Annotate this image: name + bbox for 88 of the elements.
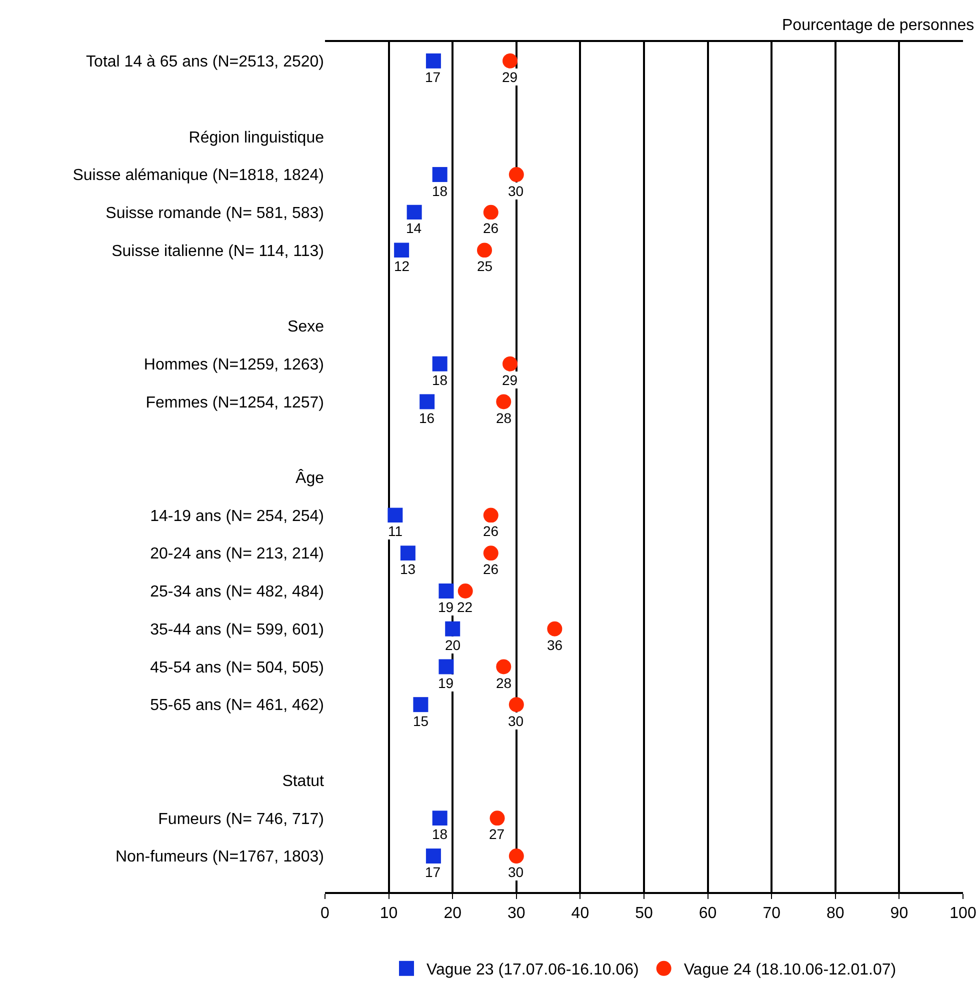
point: [490, 810, 505, 826]
point: [483, 546, 498, 561]
point: [445, 621, 460, 636]
data-label: 30: [508, 864, 524, 880]
data-label: 22: [457, 599, 473, 615]
point: [406, 204, 422, 220]
y-tick-label: Âge: [296, 469, 324, 488]
point: [432, 810, 448, 826]
data-label: 16: [419, 410, 435, 426]
data-label: 29: [502, 69, 518, 85]
y-tick-label: Hommes (N=1259, 1263): [144, 356, 324, 374]
point: [508, 848, 524, 864]
y-tick-label: Suisse italienne (N= 114, 113): [112, 242, 324, 260]
y-tick-label: Fumeurs (N= 746, 717): [158, 810, 324, 828]
point: [426, 848, 441, 864]
data-label: 20: [445, 637, 461, 653]
data-label: 11: [388, 523, 403, 539]
data-label: 28: [496, 675, 512, 691]
point: [502, 53, 518, 68]
data-label: 19: [438, 599, 454, 615]
point: [477, 242, 492, 258]
point: [458, 584, 473, 598]
data-label: 18: [432, 372, 448, 388]
point: [496, 659, 512, 674]
data-label: 28: [496, 410, 512, 426]
data-label: 15: [413, 713, 429, 729]
y-tick-label: Femmes (N=1254, 1257): [146, 394, 324, 412]
y-tick-label: 35-44 ans (N= 599, 601): [150, 621, 324, 638]
point: [508, 167, 524, 182]
y-tick-label: 14-19 ans (N= 254, 254): [150, 508, 324, 525]
x-tick-label: 90: [890, 904, 908, 922]
point: [496, 394, 512, 410]
point: [483, 204, 498, 220]
point: [438, 659, 454, 674]
y-tick-label: Suisse alémanique (N=1818, 1824): [72, 167, 324, 184]
x-tick-label: 30: [508, 904, 526, 922]
data-label: 12: [394, 258, 410, 274]
point: [420, 394, 435, 410]
legend-label: Vague 23 (17.07.06-16.10.06): [426, 962, 639, 979]
point: [426, 53, 441, 68]
y-tick-label: 45-54 ans (N= 504, 505): [150, 659, 324, 676]
x-tick-label: 0: [320, 904, 330, 922]
x-tick-label: 40: [571, 904, 590, 922]
data-label: 29: [502, 372, 518, 388]
point: [432, 356, 448, 372]
point: [413, 697, 428, 712]
y-tick-label: 20-24 ans (N= 213, 214): [150, 546, 324, 563]
data-label: 26: [483, 561, 499, 577]
x-axis-title: Pourcentage de personnes: [782, 17, 974, 34]
data-label: 26: [483, 523, 499, 539]
data-label: 14: [406, 220, 422, 236]
point: [438, 584, 454, 598]
point: [483, 508, 498, 523]
data-label: 25: [477, 258, 493, 274]
x-tick-label: 70: [762, 904, 781, 922]
data-label: 26: [483, 220, 499, 236]
y-tick-label: Sexe: [288, 318, 324, 336]
data-label: 19: [438, 675, 454, 691]
x-tick-label: 10: [380, 904, 398, 922]
point: [502, 356, 518, 372]
data-label: 17: [425, 864, 441, 880]
x-tick-label: 100: [950, 904, 976, 922]
point: [508, 697, 524, 712]
x-tick-label: 20: [444, 904, 462, 922]
data-label: 17: [425, 69, 441, 85]
y-tick-label: Non-fumeurs (N=1767, 1803): [115, 848, 324, 866]
data-label: 36: [547, 637, 563, 653]
y-tick-label: Suisse romande (N= 581, 583): [106, 204, 324, 222]
point: [547, 621, 562, 636]
data-label: 27: [489, 826, 505, 842]
x-tick-label: 80: [826, 904, 844, 922]
y-tick-label: Région linguistique: [188, 129, 324, 146]
data-label: 30: [508, 713, 524, 729]
x-tick-label: 60: [698, 904, 717, 922]
y-tick-label: Total 14 à 65 ans (N=2513, 2520): [86, 54, 324, 71]
point: [400, 546, 416, 561]
data-label: 18: [432, 183, 448, 199]
data-label: 13: [400, 561, 416, 577]
y-tick-label: 55-65 ans (N= 461, 462): [150, 697, 324, 714]
y-tick-label: 25-34 ans (N= 482, 484): [150, 584, 324, 601]
legend-label: Vague 24 (18.10.06-12.01.07): [684, 962, 896, 979]
point: [432, 167, 448, 182]
data-label: 30: [508, 183, 524, 199]
point: [388, 508, 403, 523]
x-tick-label: 50: [635, 904, 653, 922]
data-label: 18: [432, 826, 448, 842]
point: [394, 242, 410, 258]
y-tick-label: Statut: [282, 772, 325, 790]
